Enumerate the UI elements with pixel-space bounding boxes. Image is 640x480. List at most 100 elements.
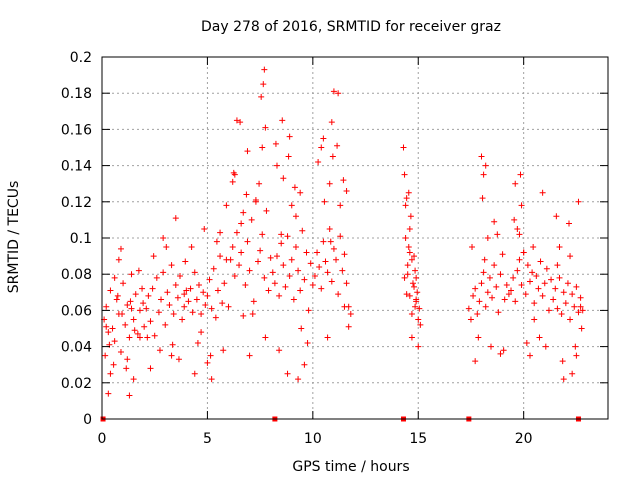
data-point (271, 280, 278, 287)
data-point (541, 280, 548, 287)
data-point (414, 289, 421, 296)
data-point (249, 311, 256, 318)
data-point (115, 256, 122, 263)
y-tick-label: 0.04 (61, 340, 92, 356)
data-point (191, 269, 198, 276)
data-point (559, 358, 566, 365)
data-point (134, 330, 141, 337)
data-point (548, 276, 555, 283)
data-point (236, 262, 243, 269)
data-point (272, 140, 279, 147)
data-point (200, 289, 207, 296)
data-point (469, 244, 476, 251)
data-point (406, 249, 413, 256)
data-point (401, 274, 408, 281)
data-point (411, 253, 418, 260)
data-point (126, 334, 133, 341)
data-point (177, 273, 184, 280)
data-point (501, 296, 508, 303)
data-point (110, 361, 117, 368)
data-point (288, 256, 295, 263)
data-point (242, 282, 249, 289)
data-point (284, 233, 291, 240)
data-point (223, 202, 230, 209)
data-point (402, 235, 409, 241)
data-point (321, 198, 328, 205)
data-point (292, 244, 299, 251)
data-point (335, 291, 342, 298)
y-tick-label: 0.16 (61, 122, 92, 138)
data-point (273, 162, 280, 169)
y-tick-labels: 0 0.02 0.04 0.06 0.08 0.1 0.12 0.14 0.16 0.18 0.2 (61, 50, 92, 428)
data-point (229, 244, 236, 251)
data-point (340, 177, 347, 184)
data-point (467, 316, 474, 323)
data-point (257, 247, 264, 254)
y-tick-label: 0.14 (61, 159, 92, 175)
data-point (124, 356, 131, 363)
data-point (330, 88, 337, 95)
data-point (220, 347, 227, 354)
y-tick-label: 0.08 (61, 267, 92, 283)
x-tick-label: 10 (304, 431, 322, 447)
data-point (292, 213, 299, 220)
data-point (301, 276, 308, 283)
data-point (267, 254, 274, 261)
data-point (554, 262, 561, 269)
data-point (261, 66, 268, 73)
data-point (542, 343, 549, 350)
data-point (238, 249, 245, 256)
data-point (408, 334, 415, 341)
data-point (343, 280, 350, 287)
data-point (181, 291, 188, 298)
data-point (246, 352, 253, 359)
data-point (535, 285, 542, 292)
x-tick-labels: 0 5 10 15 20 (98, 431, 533, 447)
data-point (172, 215, 179, 222)
data-point (484, 289, 491, 296)
data-point (524, 262, 531, 269)
data-point (470, 292, 477, 299)
data-point (562, 300, 569, 307)
data-point (579, 307, 586, 314)
data-point (500, 347, 507, 354)
data-point (489, 294, 496, 301)
data-point (244, 238, 251, 245)
grid-lines (102, 57, 608, 419)
data-point (120, 280, 127, 287)
data-point (475, 334, 482, 341)
data-point (103, 323, 110, 330)
data-point (569, 370, 576, 377)
data-point (330, 245, 337, 252)
data-point (233, 229, 240, 236)
data-point (404, 271, 411, 278)
data-point (484, 235, 491, 241)
chart-title: Day 278 of 2016, SRMTID for receiver gra… (201, 19, 501, 35)
data-point (417, 321, 424, 328)
data-point (183, 287, 190, 294)
data-point (531, 316, 538, 323)
data-point (147, 365, 154, 372)
data-point (543, 265, 550, 272)
data-point (412, 303, 419, 310)
data-point (324, 334, 331, 341)
data-point (128, 271, 135, 278)
data-point (107, 287, 114, 294)
data-point (217, 253, 224, 260)
data-point (512, 180, 519, 187)
data-point (119, 311, 126, 318)
axis-ticks (101, 56, 608, 420)
data-point (131, 327, 138, 334)
data-point (111, 274, 118, 281)
data-point (231, 273, 238, 280)
data-point (326, 180, 333, 187)
data-point (334, 142, 341, 149)
data-point (529, 269, 536, 276)
data-point (341, 303, 348, 310)
data-point (333, 256, 340, 263)
data-point (573, 283, 580, 290)
data-point (474, 311, 481, 318)
data-point (127, 298, 134, 305)
data-point (403, 195, 410, 202)
